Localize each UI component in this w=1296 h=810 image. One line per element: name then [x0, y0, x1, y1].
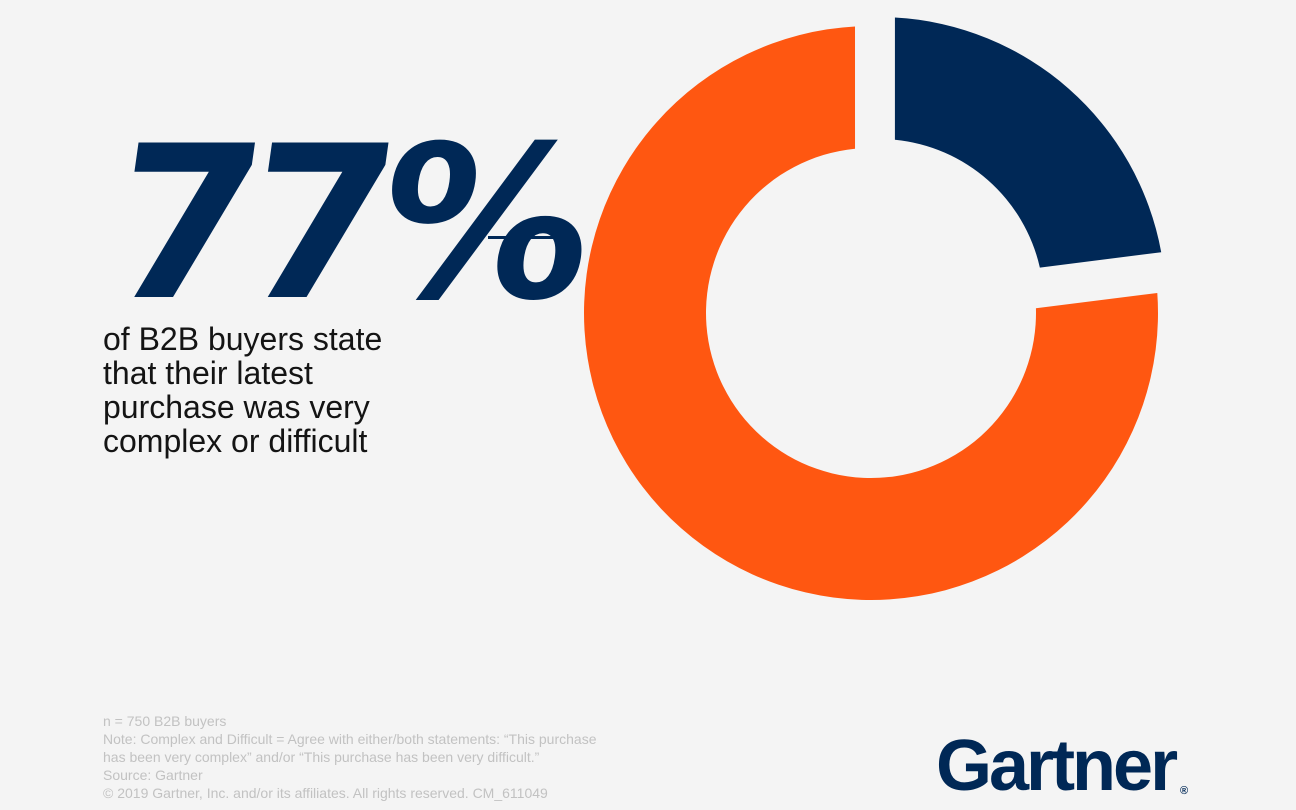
footnote-note: Note: Complex and Difficult = Agree with… [103, 731, 597, 747]
footnote-sample-size: n = 750 B2B buyers [103, 713, 227, 729]
footnote-source: Source: Gartner [103, 767, 203, 783]
gartner-logo: Gartner [936, 726, 1178, 806]
registered-mark: ® [1180, 785, 1189, 797]
footnote-copyright: © 2019 Gartner, Inc. and/or its affiliat… [103, 785, 548, 801]
description-line: that their latest [103, 355, 313, 391]
headline-description: of B2B buyers state that their latest pu… [103, 322, 503, 458]
donut-slice-77 [583, 26, 1158, 601]
footnotes: n = 750 B2B buyers Note: Complex and Dif… [103, 712, 703, 802]
description-line: of B2B buyers state [103, 321, 383, 357]
stat-connector-line [488, 236, 562, 239]
donut-slice-23 [894, 17, 1162, 268]
description-line: complex or difficult [103, 423, 368, 459]
footnote-note-continued: has been very complex” and/or “This purc… [103, 749, 540, 765]
description-line: purchase was very [103, 389, 370, 425]
